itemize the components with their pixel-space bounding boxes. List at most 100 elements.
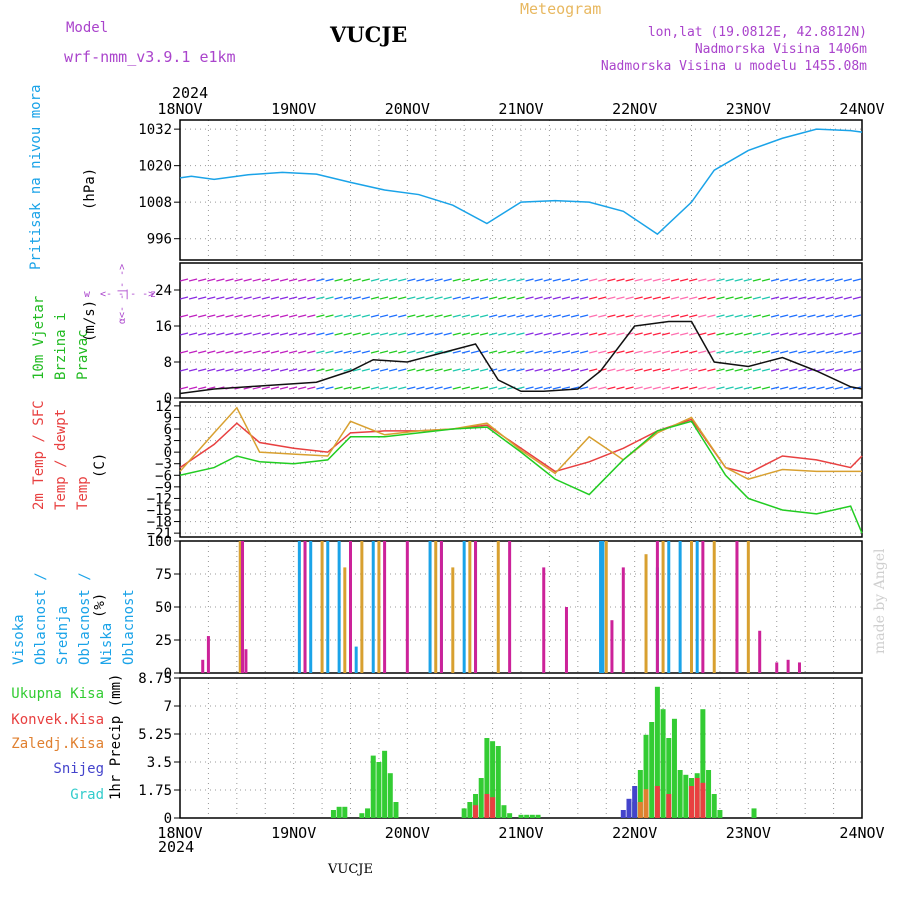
wind-barb	[616, 314, 625, 318]
wind-barb	[516, 368, 525, 372]
wind-barb	[452, 296, 461, 300]
product-title: Meteogram	[520, 0, 602, 18]
wind-barb	[843, 350, 852, 354]
wind-barb	[288, 350, 298, 354]
wind-barb	[752, 332, 762, 336]
wind-barb	[643, 386, 652, 390]
cloud-bar	[746, 541, 750, 673]
wind-barb	[479, 278, 489, 282]
cloud-bar	[712, 541, 716, 673]
wind-barb	[707, 368, 716, 372]
cloud-bar	[405, 541, 409, 673]
wind-barb	[579, 278, 589, 282]
wind-barb	[288, 386, 298, 390]
wind-barb	[416, 278, 425, 282]
precip-bar	[643, 734, 649, 818]
wind-barb	[616, 296, 625, 300]
wind-barb	[670, 332, 680, 336]
wind-barb	[852, 332, 862, 336]
cloud-bar	[508, 541, 512, 673]
panel-frame	[179, 540, 863, 674]
precip-bar	[700, 709, 706, 818]
model-label: Model	[66, 20, 109, 36]
wind-barb	[607, 386, 616, 390]
wind-barb	[207, 368, 216, 372]
wind-barb	[561, 296, 571, 300]
wind-barb	[852, 368, 862, 372]
wind-barb	[279, 296, 289, 300]
wind-barb	[525, 278, 534, 282]
wind-barb	[807, 332, 816, 336]
wind-barb	[470, 278, 480, 282]
wind-barb	[252, 296, 261, 300]
precip-bar	[666, 794, 672, 818]
wind-barb	[416, 332, 425, 336]
wind-barb	[798, 296, 807, 300]
wind-barb	[579, 368, 589, 372]
wind-barb	[734, 332, 743, 336]
station-title: VUCJE	[330, 22, 408, 47]
wind-barb	[525, 296, 534, 300]
cloud-bar	[337, 541, 341, 673]
wind-barb	[725, 296, 734, 300]
wind-barb	[816, 386, 825, 390]
wind-barb	[498, 278, 507, 282]
precip-bar	[717, 810, 723, 818]
precip-bar	[467, 802, 473, 818]
y-tick-label: 9	[164, 410, 172, 426]
wind-barb	[307, 368, 316, 372]
wind-barb	[679, 314, 689, 318]
wind-barb	[661, 296, 671, 300]
wind-barb	[498, 368, 507, 372]
wind-barb	[825, 296, 834, 300]
wind-barb	[261, 332, 270, 336]
wind-barb	[261, 296, 270, 300]
wind-barb	[734, 296, 743, 300]
wind-barb	[334, 296, 343, 300]
wind-barb	[316, 314, 325, 318]
precip-bar	[501, 805, 507, 818]
wind-barb	[216, 350, 225, 354]
wind-barb	[252, 350, 261, 354]
wind-barb	[516, 386, 525, 390]
wind-barb	[825, 386, 834, 390]
y-tick-label: 1008	[138, 195, 172, 211]
wind-barb	[780, 278, 789, 282]
wind-barb	[252, 368, 261, 372]
wind-barb	[843, 332, 852, 336]
y-tick-label: 1020	[138, 159, 172, 175]
cloud-bar	[383, 541, 387, 673]
wind-barb	[461, 386, 471, 390]
cloud-bar	[303, 541, 307, 673]
wind-barb	[461, 350, 471, 354]
wind-barb	[516, 278, 525, 282]
y-tick-label: 0	[164, 666, 172, 682]
wind-barb	[489, 350, 498, 354]
wind-barb	[625, 368, 634, 372]
x-tick-label-bottom: 19NOV	[271, 824, 316, 842]
wind-barb	[752, 278, 762, 282]
wind-barb	[452, 350, 461, 354]
wind-barb	[261, 278, 270, 282]
model-name: wrf-nmm_v3.9.1 e1km	[64, 48, 236, 66]
cloud-bar	[343, 567, 347, 673]
wind-dir-arrow: <- -|- ->	[100, 289, 155, 300]
wind-barb	[552, 332, 561, 336]
precip-bar	[637, 802, 643, 818]
wind-barb	[225, 296, 234, 300]
wind-barb	[689, 296, 698, 300]
wind-barb	[716, 278, 725, 282]
wind-barb	[698, 278, 707, 282]
y-tick-label: 25	[155, 633, 172, 649]
wind-barb	[334, 278, 343, 282]
wind-barb	[798, 350, 807, 354]
wind-barb	[434, 278, 443, 282]
wind-barb	[816, 278, 825, 282]
y-tick-label: 6	[164, 422, 172, 438]
wind-barb	[243, 296, 252, 300]
wind-barb	[770, 314, 780, 318]
x-tick-label-bottom: 20NOV	[385, 824, 430, 842]
wind-barb	[279, 314, 289, 318]
wind-barb	[543, 386, 552, 390]
wind-barb	[207, 350, 216, 354]
